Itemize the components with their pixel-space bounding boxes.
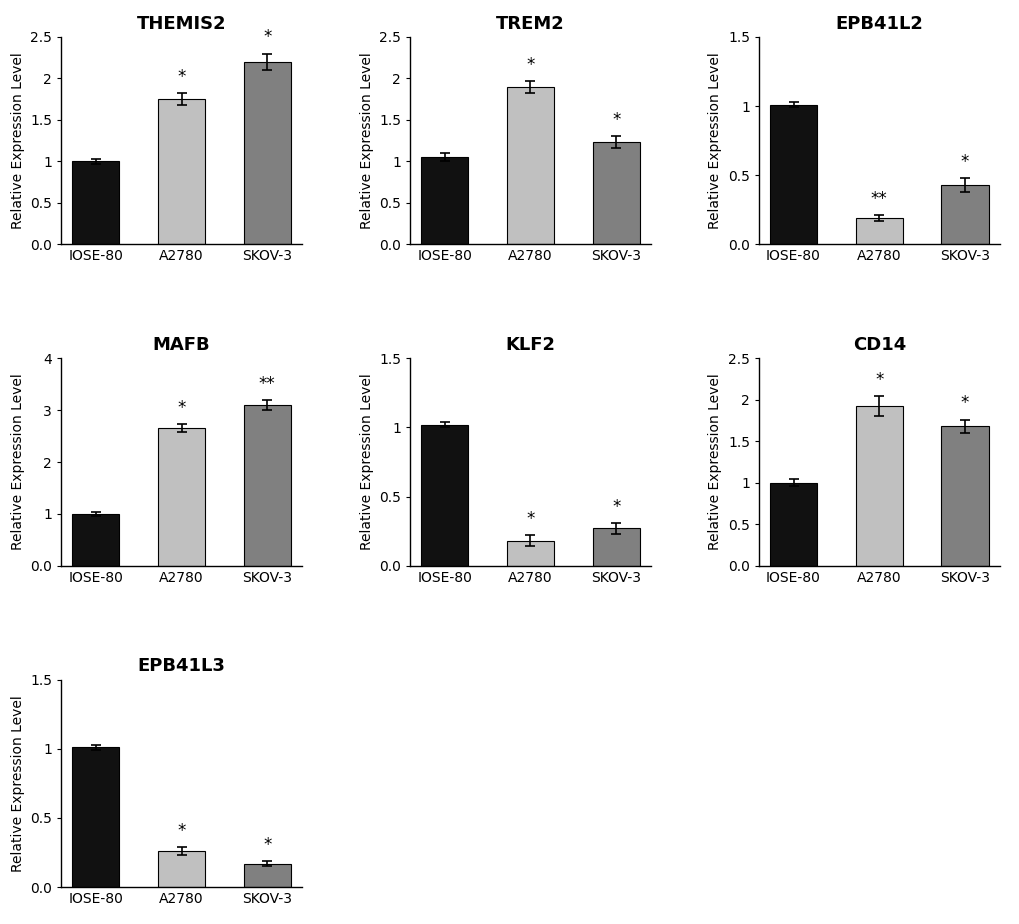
- Title: EPB41L2: EPB41L2: [835, 15, 922, 32]
- Title: TREM2: TREM2: [495, 15, 565, 32]
- Bar: [941, 426, 987, 565]
- Y-axis label: Relative Expression Level: Relative Expression Level: [359, 53, 373, 229]
- Text: *: *: [263, 835, 271, 854]
- Text: *: *: [960, 152, 968, 171]
- Text: *: *: [611, 111, 620, 129]
- Title: CD14: CD14: [852, 336, 905, 354]
- Y-axis label: Relative Expression Level: Relative Expression Level: [11, 373, 24, 551]
- Text: *: *: [177, 68, 185, 86]
- Bar: [941, 185, 987, 244]
- Title: KLF2: KLF2: [504, 336, 555, 354]
- Bar: [72, 162, 119, 244]
- Bar: [72, 748, 119, 887]
- Bar: [72, 514, 119, 565]
- Text: **: **: [870, 190, 887, 208]
- Text: *: *: [177, 399, 185, 417]
- Text: *: *: [526, 510, 534, 528]
- Bar: [421, 425, 468, 565]
- Text: **: **: [259, 374, 275, 393]
- Bar: [158, 429, 205, 565]
- Bar: [244, 405, 290, 565]
- Bar: [158, 99, 205, 244]
- Title: EPB41L3: EPB41L3: [138, 657, 225, 675]
- Text: *: *: [526, 55, 534, 74]
- Bar: [592, 142, 639, 244]
- Bar: [421, 157, 468, 244]
- Text: *: *: [177, 821, 185, 840]
- Text: *: *: [611, 497, 620, 516]
- Title: THEMIS2: THEMIS2: [137, 15, 226, 32]
- Bar: [855, 407, 902, 565]
- Bar: [506, 87, 553, 244]
- Y-axis label: Relative Expression Level: Relative Expression Level: [708, 373, 721, 551]
- Y-axis label: Relative Expression Level: Relative Expression Level: [10, 53, 24, 229]
- Text: *: *: [263, 29, 271, 46]
- Text: *: *: [960, 395, 968, 412]
- Y-axis label: Relative Expression Level: Relative Expression Level: [708, 53, 721, 229]
- Text: *: *: [874, 371, 882, 389]
- Bar: [855, 218, 902, 244]
- Bar: [769, 104, 816, 244]
- Bar: [158, 851, 205, 887]
- Y-axis label: Relative Expression Level: Relative Expression Level: [359, 373, 373, 551]
- Bar: [244, 864, 290, 887]
- Bar: [769, 482, 816, 565]
- Bar: [506, 541, 553, 565]
- Y-axis label: Relative Expression Level: Relative Expression Level: [10, 695, 24, 871]
- Title: MAFB: MAFB: [153, 336, 210, 354]
- Bar: [592, 529, 639, 565]
- Bar: [244, 62, 290, 244]
